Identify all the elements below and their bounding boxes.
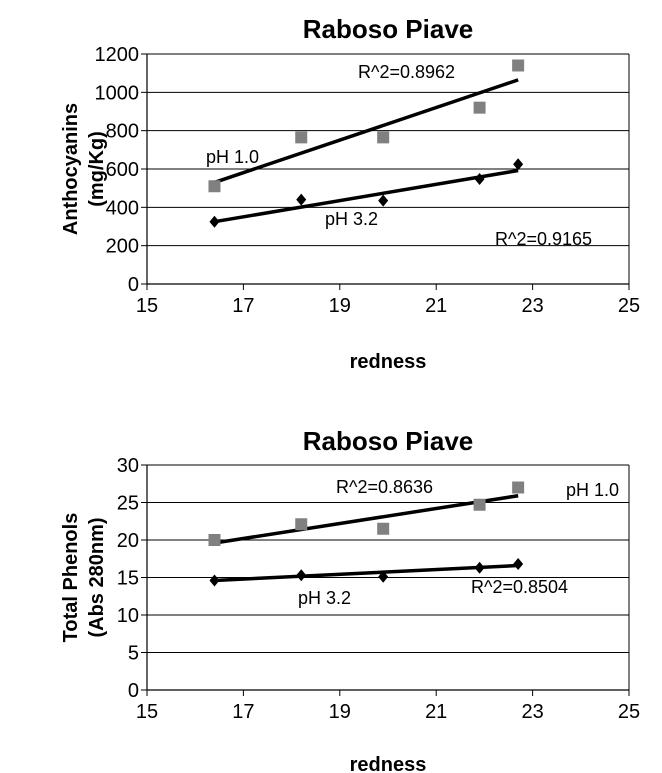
y-tick-label: 200 (106, 236, 139, 258)
y-tick-label: 15 (117, 568, 139, 590)
series-ph-3-2: R^2=0.9165 pH 3.2 (209, 158, 592, 249)
data-point (295, 518, 308, 531)
y-tick-label: 400 (106, 197, 139, 219)
r2-annotation: R^2=0.8504 (471, 577, 568, 597)
data-point (296, 569, 307, 582)
x-tick-label: 17 (232, 295, 254, 317)
data-point (296, 193, 307, 206)
data-point (378, 194, 389, 207)
series-label: pH 1.0 (566, 480, 619, 500)
x-tick-label: 15 (136, 701, 158, 723)
data-point (473, 498, 486, 511)
x-tick-label: 15 (136, 295, 158, 317)
series-label: pH 3.2 (325, 209, 378, 229)
x-tick-label: 17 (232, 701, 254, 723)
x-tick-label: 19 (329, 701, 351, 723)
y-tick-label: 30 (117, 455, 139, 477)
y-axis-title-line: (Abs 280nm) (86, 517, 108, 637)
data-point (513, 158, 524, 171)
r2-annotation: R^2=0.8636 (336, 477, 433, 497)
series-ph-1-0: R^2=0.8962 pH 1.0 (206, 59, 525, 193)
y-axis-title: Anthocyanins (mg/Kg) (60, 103, 108, 235)
data-point (473, 101, 486, 114)
data-point (474, 172, 485, 185)
series-label: pH 1.0 (206, 147, 259, 167)
y-tick-label: 800 (106, 121, 139, 143)
y-tick-label: 5 (128, 643, 139, 665)
y-tick-label: 0 (128, 274, 139, 296)
chart-title: Raboso Piave (303, 14, 474, 44)
data-point (474, 561, 485, 574)
x-tick-label: 25 (618, 295, 640, 317)
x-axis-title: redness (350, 754, 427, 773)
y-tick-label: 20 (117, 530, 139, 552)
data-point (208, 534, 221, 546)
x-tick-label: 23 (521, 701, 543, 723)
data-point (513, 558, 524, 570)
data-point (208, 180, 221, 193)
y-axis-title-line: (mg/Kg) (86, 131, 108, 207)
x-tick-label: 21 (425, 295, 447, 317)
y-tick-label: 0 (128, 680, 139, 702)
chart-2: Raboso Piave 0 5 10 15 20 25 30 15 17 19 21 23 25 redn… (60, 426, 640, 773)
x-tick-label: 21 (425, 701, 447, 723)
data-point (512, 59, 525, 72)
y-tick-label: 25 (117, 493, 139, 515)
y-tick-label: 600 (106, 159, 139, 181)
data-point (377, 131, 390, 144)
y-tick-label: 10 (117, 605, 139, 627)
trendline (214, 563, 519, 583)
trendline (213, 78, 519, 185)
trendline (214, 168, 519, 224)
series-label: pH 3.2 (298, 588, 351, 608)
data-point (378, 570, 389, 583)
x-tick-label: 19 (329, 295, 351, 317)
x-tick-label: 23 (521, 295, 543, 317)
series-ph-1-0: R^2=0.8636 pH 1.0 (208, 477, 619, 546)
series-ph-3-2: R^2=0.8504 pH 3.2 (209, 558, 568, 608)
r2-annotation: R^2=0.9165 (495, 229, 592, 249)
data-point (512, 481, 525, 494)
chart-1: Raboso Piave 0 200 400 600 800 1000 1200 15 17 19 2… (60, 14, 640, 373)
trendline (214, 494, 519, 545)
y-axis-title-line: Total Phenols (60, 513, 82, 643)
x-tick-label: 25 (618, 701, 640, 723)
data-point (209, 215, 220, 228)
r2-annotation: R^2=0.8962 (358, 62, 455, 82)
y-tick-label: 1200 (95, 44, 140, 66)
y-tick-label: 1000 (95, 82, 140, 104)
x-axis-title: redness (350, 351, 427, 373)
data-point (295, 131, 308, 144)
data-point (209, 574, 220, 587)
data-point (377, 522, 390, 535)
chart-title: Raboso Piave (303, 426, 474, 456)
y-axis-title: Total Phenols (Abs 280nm) (60, 513, 108, 643)
y-axis-title-line: Anthocyanins (60, 103, 82, 235)
